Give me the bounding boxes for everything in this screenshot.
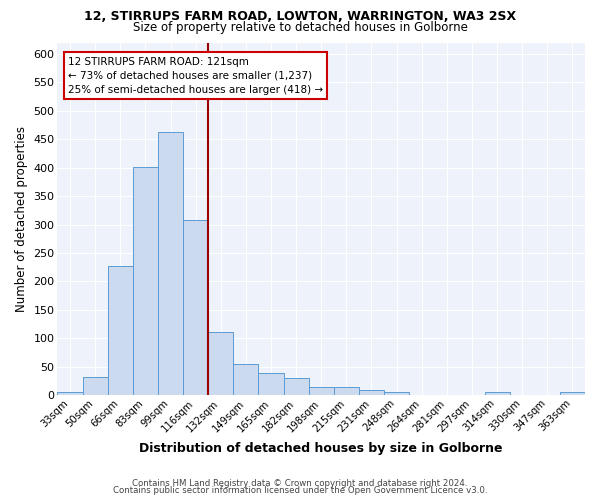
Bar	[83, 377, 108, 396]
Bar	[108, 266, 133, 396]
Bar	[384, 392, 409, 396]
Text: Contains public sector information licensed under the Open Government Licence v3: Contains public sector information licen…	[113, 486, 487, 495]
Y-axis label: Number of detached properties: Number of detached properties	[15, 126, 28, 312]
Bar	[158, 132, 183, 396]
Bar	[334, 388, 359, 396]
Bar	[58, 392, 83, 396]
Text: Size of property relative to detached houses in Golborne: Size of property relative to detached ho…	[133, 21, 467, 34]
Bar	[259, 372, 284, 396]
Bar	[485, 392, 509, 396]
Bar	[133, 166, 158, 396]
Bar	[560, 392, 585, 396]
Bar	[359, 390, 384, 396]
Bar	[208, 332, 233, 396]
X-axis label: Distribution of detached houses by size in Golborne: Distribution of detached houses by size …	[139, 442, 503, 455]
Bar	[233, 364, 259, 396]
Bar	[284, 378, 308, 396]
Bar	[308, 388, 334, 396]
Text: Contains HM Land Registry data © Crown copyright and database right 2024.: Contains HM Land Registry data © Crown c…	[132, 478, 468, 488]
Text: 12 STIRRUPS FARM ROAD: 121sqm
← 73% of detached houses are smaller (1,237)
25% o: 12 STIRRUPS FARM ROAD: 121sqm ← 73% of d…	[68, 56, 323, 94]
Bar	[183, 220, 208, 396]
Text: 12, STIRRUPS FARM ROAD, LOWTON, WARRINGTON, WA3 2SX: 12, STIRRUPS FARM ROAD, LOWTON, WARRINGT…	[84, 10, 516, 23]
